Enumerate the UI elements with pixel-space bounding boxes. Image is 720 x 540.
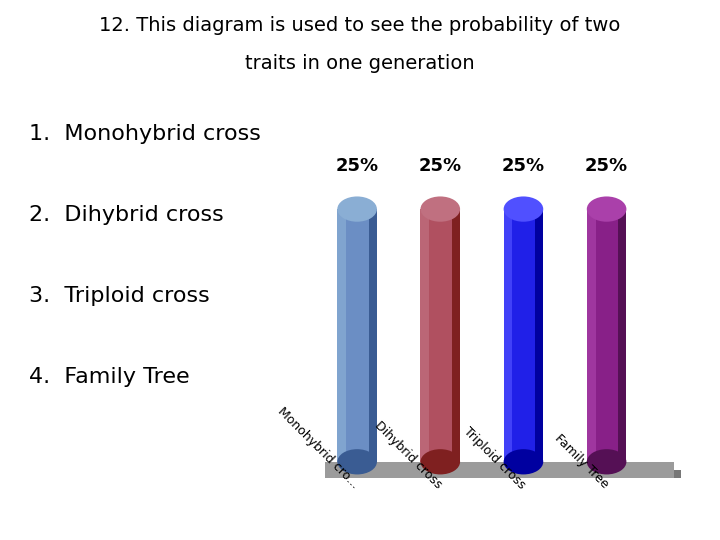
Bar	[325, 462, 674, 478]
Bar	[420, 209, 429, 462]
Bar	[674, 470, 681, 478]
Bar	[338, 209, 377, 462]
Text: 25%: 25%	[419, 157, 462, 176]
Text: Family Tree: Family Tree	[552, 432, 611, 491]
Text: Triploid cross: Triploid cross	[461, 424, 528, 491]
Ellipse shape	[504, 197, 544, 222]
Ellipse shape	[587, 449, 626, 475]
Text: traits in one generation: traits in one generation	[246, 54, 474, 73]
Ellipse shape	[587, 197, 626, 222]
Text: 25%: 25%	[502, 157, 545, 176]
Text: Monohybrid cro...: Monohybrid cro...	[275, 405, 361, 491]
Ellipse shape	[337, 197, 377, 222]
Text: 25%: 25%	[336, 157, 379, 176]
Bar	[535, 209, 543, 462]
Text: 2.  Dihybrid cross: 2. Dihybrid cross	[29, 205, 223, 225]
Bar	[587, 209, 595, 462]
Text: 1.  Monohybrid cross: 1. Monohybrid cross	[29, 124, 261, 144]
Ellipse shape	[504, 449, 544, 475]
Bar	[338, 209, 346, 462]
Bar	[452, 209, 460, 462]
Text: 25%: 25%	[585, 157, 628, 176]
Bar	[587, 209, 626, 462]
Ellipse shape	[420, 197, 460, 222]
Bar	[504, 209, 544, 462]
Bar	[618, 209, 626, 462]
Text: Dihybrid cross: Dihybrid cross	[372, 419, 444, 491]
Text: 3.  Triploid cross: 3. Triploid cross	[29, 286, 210, 306]
Ellipse shape	[420, 449, 460, 475]
Text: 12. This diagram is used to see the probability of two: 12. This diagram is used to see the prob…	[99, 16, 621, 35]
Ellipse shape	[337, 449, 377, 475]
Bar	[369, 209, 377, 462]
Bar	[420, 209, 460, 462]
Text: 4.  Family Tree: 4. Family Tree	[29, 367, 189, 387]
Bar	[504, 209, 513, 462]
